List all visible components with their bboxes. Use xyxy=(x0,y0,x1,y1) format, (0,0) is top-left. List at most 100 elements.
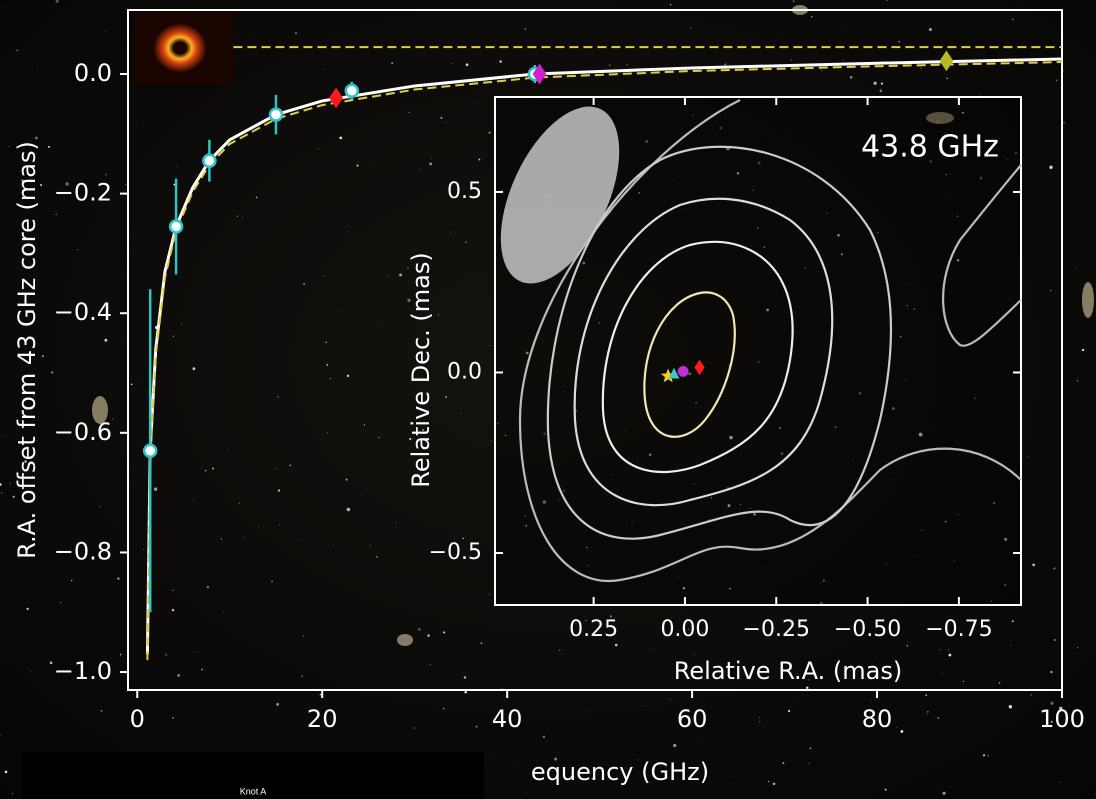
star xyxy=(942,673,943,674)
y-tick-label: −0.5 xyxy=(429,540,482,565)
inset-decor xyxy=(476,89,1021,605)
star xyxy=(1032,563,1035,566)
y-tick-label: 0.0 xyxy=(74,59,112,87)
star xyxy=(223,612,224,613)
star xyxy=(843,26,844,27)
y-tick-label: −0.8 xyxy=(54,537,112,565)
star xyxy=(414,727,415,728)
star xyxy=(338,312,339,313)
star xyxy=(339,137,342,140)
star xyxy=(289,465,291,467)
star xyxy=(120,653,122,655)
star xyxy=(237,216,238,217)
inset-annotation: 43.8 GHz xyxy=(861,130,999,165)
star xyxy=(850,76,853,79)
star xyxy=(615,644,618,647)
star xyxy=(97,46,98,47)
star xyxy=(143,549,144,550)
star xyxy=(43,344,44,345)
star xyxy=(451,63,452,64)
star xyxy=(303,636,304,637)
star xyxy=(330,378,331,379)
y-tick-label: −0.2 xyxy=(54,179,112,207)
star xyxy=(275,468,276,469)
y-tick-label: 0.5 xyxy=(447,179,482,204)
star xyxy=(51,371,53,373)
star xyxy=(489,594,490,595)
star xyxy=(489,132,491,134)
thumbnail-ring xyxy=(154,24,206,72)
star xyxy=(203,423,204,424)
star xyxy=(1077,647,1078,648)
star xyxy=(1050,671,1052,673)
star xyxy=(489,345,490,346)
star xyxy=(60,602,62,604)
star xyxy=(42,355,44,357)
star xyxy=(16,50,18,52)
star xyxy=(1077,380,1078,381)
star xyxy=(627,64,628,65)
star xyxy=(1082,349,1084,351)
x-tick-label: −0.25 xyxy=(743,617,810,642)
star xyxy=(1059,782,1060,783)
star xyxy=(196,652,197,653)
y-tick-label: −0.6 xyxy=(54,418,112,446)
star xyxy=(5,771,8,774)
star xyxy=(694,654,695,655)
star xyxy=(388,275,389,276)
star xyxy=(963,681,964,682)
star xyxy=(543,736,546,739)
star xyxy=(48,146,50,148)
star xyxy=(295,32,297,34)
star xyxy=(196,174,197,175)
star xyxy=(481,642,483,644)
star xyxy=(732,783,733,784)
star xyxy=(201,669,203,671)
star xyxy=(221,539,222,540)
star xyxy=(1028,456,1029,457)
star xyxy=(430,158,431,159)
star xyxy=(842,60,843,61)
star xyxy=(346,479,348,481)
x-tick-label: −0.50 xyxy=(834,617,901,642)
x-tick-label: 40 xyxy=(492,705,523,733)
star xyxy=(376,556,377,557)
star xyxy=(939,649,940,650)
star xyxy=(525,28,527,30)
marker xyxy=(170,220,182,232)
star xyxy=(27,608,29,610)
star xyxy=(1009,1,1010,2)
star xyxy=(177,674,180,677)
star xyxy=(1053,567,1055,569)
star xyxy=(526,794,527,795)
star xyxy=(759,721,760,722)
star xyxy=(256,197,258,199)
star xyxy=(31,671,32,672)
caption-label: Knot A xyxy=(240,786,267,796)
star xyxy=(8,146,9,147)
marker xyxy=(346,85,358,97)
star xyxy=(207,586,209,588)
star xyxy=(430,664,431,665)
star xyxy=(929,28,932,31)
star xyxy=(326,364,328,366)
star xyxy=(361,495,362,496)
x-axis-label: equency (GHz) xyxy=(531,758,709,786)
star xyxy=(881,82,883,84)
star xyxy=(724,63,726,65)
star xyxy=(493,756,494,757)
star xyxy=(476,726,478,728)
star xyxy=(441,117,443,119)
star xyxy=(102,92,103,93)
star xyxy=(698,736,699,737)
star xyxy=(112,419,113,420)
star xyxy=(324,275,325,276)
star xyxy=(999,682,1000,683)
star xyxy=(35,137,38,140)
x-tick-label: 20 xyxy=(307,705,338,733)
star xyxy=(589,708,590,709)
star xyxy=(177,166,178,167)
star xyxy=(323,69,324,70)
y-tick-label: −0.4 xyxy=(54,298,112,326)
star xyxy=(673,744,676,747)
